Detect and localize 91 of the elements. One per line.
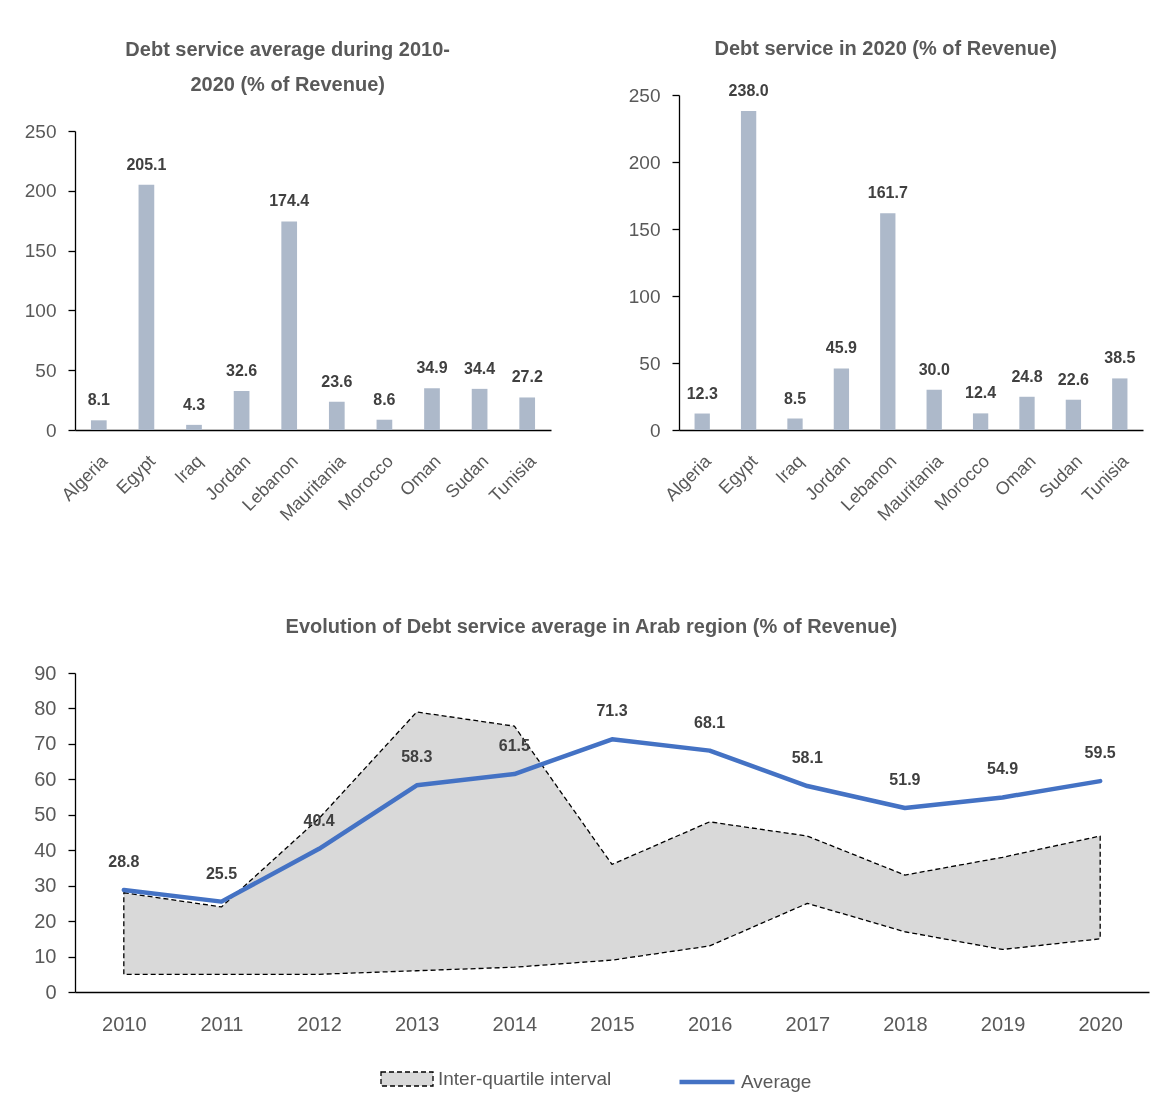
data-label: 40.4 <box>303 811 335 829</box>
bar <box>1112 378 1128 430</box>
bar <box>926 389 942 430</box>
data-label: 34.4 <box>464 359 496 377</box>
data-label: 24.8 <box>1011 367 1043 385</box>
y-tick-label: 150 <box>628 218 661 240</box>
data-label: 23.6 <box>321 372 353 390</box>
bar <box>328 401 345 430</box>
bar <box>1065 399 1082 430</box>
y-tick-label: 20 <box>34 909 57 932</box>
data-label: 32.6 <box>226 362 258 380</box>
data-label: 8.5 <box>783 389 807 407</box>
data-label: 59.5 <box>1084 744 1116 762</box>
bar <box>694 413 710 430</box>
bar <box>880 213 896 430</box>
legend-label: Inter-quartile interval <box>438 1068 612 1089</box>
data-label: 12.3 <box>686 384 718 402</box>
data-label: 61.5 <box>498 737 531 755</box>
y-tick-label: 90 <box>34 661 57 684</box>
data-label: 58.3 <box>401 748 433 766</box>
data-label: 38.5 <box>1104 349 1136 367</box>
y-tick-label: 150 <box>24 240 57 262</box>
data-label: 12.4 <box>965 384 997 402</box>
x-tick-label: 2016 <box>687 1012 733 1035</box>
x-tick-label: 2013 <box>394 1012 440 1035</box>
bar <box>281 221 298 430</box>
data-label: 71.3 <box>596 702 628 720</box>
x-tick-label: 2010 <box>102 1012 147 1035</box>
data-label: 22.6 <box>1057 370 1090 388</box>
y-tick-label: 0 <box>45 419 57 441</box>
x-tick-label: 2015 <box>590 1012 635 1035</box>
y-tick-label: 50 <box>34 803 57 826</box>
y-tick-label: 80 <box>34 696 57 719</box>
y-tick-label: 50 <box>35 359 57 381</box>
data-label: 68.1 <box>694 713 726 731</box>
x-tick-label: 2014 <box>492 1012 538 1035</box>
x-tick-label: 2019 <box>980 1012 1026 1035</box>
bar <box>376 419 393 430</box>
y-tick-label: 40 <box>34 838 57 861</box>
bar <box>233 391 250 430</box>
y-tick-label: 0 <box>45 980 57 1003</box>
data-label: 30.0 <box>918 360 950 378</box>
y-tick-label: 50 <box>639 352 661 374</box>
bar <box>471 388 488 430</box>
x-tick-label: Iraq <box>771 451 808 488</box>
bar <box>138 184 155 430</box>
y-tick-label: 0 <box>649 419 661 441</box>
y-tick-label: 100 <box>24 299 57 321</box>
data-label: 161.7 <box>867 184 908 202</box>
data-label: 205.1 <box>126 155 167 173</box>
x-tick-label: Iraq <box>170 451 207 488</box>
bar <box>787 418 803 430</box>
y-tick-label: 200 <box>628 151 661 173</box>
bar <box>519 397 536 430</box>
data-label: 58.1 <box>791 749 823 767</box>
y-tick-label: 70 <box>34 732 57 755</box>
y-tick-label: 60 <box>34 767 57 790</box>
data-label: 51.9 <box>889 771 921 789</box>
x-tick-label: 2018 <box>883 1012 928 1035</box>
bar <box>833 368 850 430</box>
x-tick-label: 2017 <box>785 1012 831 1035</box>
chart-title: Debt service in 2020 (% of Revenue) <box>714 37 1057 60</box>
x-tick-label: 2011 <box>200 1012 244 1035</box>
y-tick-label: 10 <box>34 945 57 968</box>
data-label: 34.9 <box>416 359 448 377</box>
data-label: 174.4 <box>269 192 310 210</box>
bar <box>740 111 757 430</box>
data-label: 54.9 <box>986 760 1019 778</box>
y-tick-label: 250 <box>628 84 661 106</box>
y-tick-label: 100 <box>628 285 661 307</box>
bar <box>424 388 440 430</box>
y-tick-label: 30 <box>34 874 57 897</box>
bar <box>1019 396 1035 430</box>
bar <box>186 424 202 430</box>
data-label: 8.1 <box>87 391 111 409</box>
chart-title: Debt service average during 2010-2020 (% of Revenue) <box>125 38 450 95</box>
bar <box>90 420 107 430</box>
data-label: 45.9 <box>825 339 858 357</box>
data-label: 238.0 <box>728 82 769 100</box>
legend-label: Average <box>741 1071 812 1092</box>
data-label: 25.5 <box>205 864 238 882</box>
y-tick-label: 200 <box>24 180 57 202</box>
data-label: 28.8 <box>108 852 140 870</box>
x-tick-label: 2020 <box>1078 1012 1123 1035</box>
chart-title: Evolution of Debt service average in Arab region (% of Revenue) <box>285 615 898 637</box>
bar <box>972 413 989 430</box>
x-tick-label: 2012 <box>297 1012 342 1035</box>
y-tick-label: 250 <box>24 120 57 142</box>
data-label: 8.6 <box>373 390 396 408</box>
data-label: 4.3 <box>182 395 206 413</box>
data-label: 27.2 <box>511 368 543 386</box>
